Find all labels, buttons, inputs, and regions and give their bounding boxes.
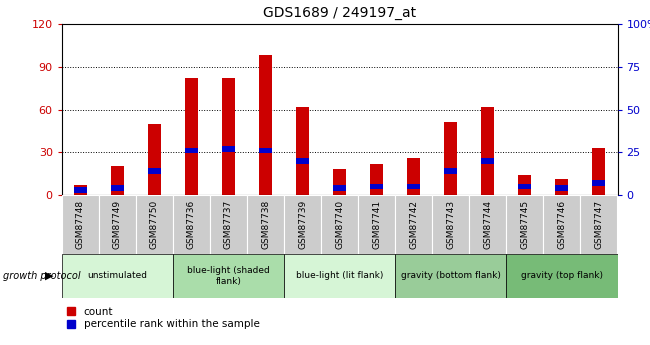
Bar (259, 148, 272, 154)
Bar (445, 122, 457, 195)
Text: GSM87747: GSM87747 (595, 200, 603, 249)
Text: GSM87739: GSM87739 (298, 200, 307, 249)
Bar (519, 184, 531, 189)
Text: blue-light (shaded
flank): blue-light (shaded flank) (187, 266, 270, 286)
Text: GSM87745: GSM87745 (521, 200, 529, 249)
Text: GSM87743: GSM87743 (447, 200, 455, 249)
Bar (62, 195, 99, 254)
Text: GSM87736: GSM87736 (187, 200, 196, 249)
Title: GDS1689 / 249197_at: GDS1689 / 249197_at (263, 6, 416, 20)
Bar (506, 255, 618, 297)
Text: GSM87738: GSM87738 (261, 200, 270, 249)
Bar (395, 255, 506, 297)
Bar (593, 148, 605, 195)
Bar (482, 158, 494, 164)
Bar (111, 167, 124, 195)
Bar (593, 180, 605, 186)
Bar (296, 158, 309, 164)
Bar (259, 56, 272, 195)
Text: GSM87742: GSM87742 (410, 200, 418, 249)
Text: gravity (bottom flank): gravity (bottom flank) (401, 272, 500, 280)
Text: gravity (top flank): gravity (top flank) (521, 272, 603, 280)
Bar (506, 195, 543, 254)
Bar (185, 78, 198, 195)
Bar (358, 195, 395, 254)
Bar (284, 255, 395, 297)
Text: GSM87744: GSM87744 (484, 200, 492, 249)
Bar (185, 148, 198, 154)
Bar (111, 185, 124, 191)
Bar (370, 184, 383, 189)
Bar (148, 124, 161, 195)
Text: GSM87748: GSM87748 (76, 200, 85, 249)
Bar (321, 195, 358, 254)
Bar (62, 255, 173, 297)
Bar (284, 195, 321, 254)
Bar (543, 195, 580, 254)
Text: GSM87749: GSM87749 (113, 200, 122, 249)
Bar (469, 195, 506, 254)
Bar (408, 184, 420, 189)
Text: GSM87750: GSM87750 (150, 200, 159, 249)
Text: GSM87746: GSM87746 (558, 200, 566, 249)
Bar (136, 195, 173, 254)
Bar (482, 107, 494, 195)
Legend: count, percentile rank within the sample: count, percentile rank within the sample (67, 307, 259, 329)
Text: unstimulated: unstimulated (87, 272, 148, 280)
Bar (580, 195, 618, 254)
Bar (370, 164, 383, 195)
Bar (74, 187, 86, 193)
Bar (395, 195, 432, 254)
Bar (408, 158, 420, 195)
Bar (74, 185, 86, 195)
Text: growth protocol: growth protocol (3, 271, 81, 281)
Bar (99, 195, 136, 254)
Bar (296, 107, 309, 195)
Bar (173, 255, 284, 297)
Bar (333, 185, 346, 191)
Text: GSM87737: GSM87737 (224, 200, 233, 249)
Bar (173, 195, 210, 254)
Bar (556, 179, 568, 195)
Bar (556, 185, 568, 191)
Bar (333, 169, 346, 195)
Bar (210, 195, 247, 254)
Bar (222, 78, 235, 195)
Text: ▶: ▶ (45, 271, 53, 281)
Bar (222, 146, 235, 152)
Text: GSM87741: GSM87741 (372, 200, 381, 249)
Text: blue-light (lit flank): blue-light (lit flank) (296, 272, 384, 280)
Bar (445, 168, 457, 174)
Bar (432, 195, 469, 254)
Bar (519, 175, 531, 195)
Bar (148, 168, 161, 174)
Bar (247, 195, 284, 254)
Text: GSM87740: GSM87740 (335, 200, 344, 249)
